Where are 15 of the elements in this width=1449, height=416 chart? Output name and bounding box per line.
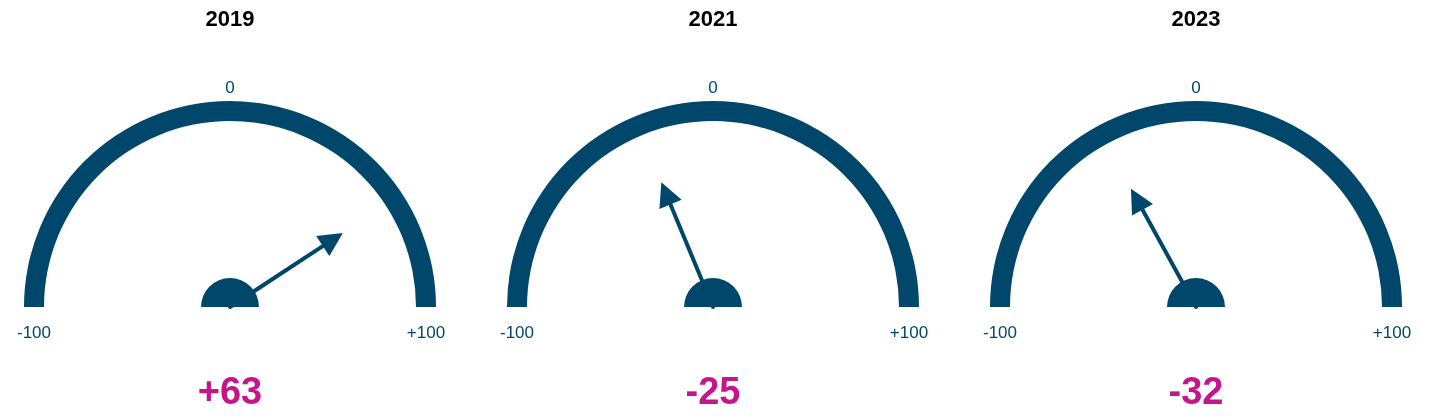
- data-label: -32: [1168, 370, 1224, 413]
- text: -100: [982, 322, 1018, 342]
- text: -100: [499, 322, 535, 342]
- text: 2023: [1171, 6, 1221, 32]
- text: +100: [1372, 322, 1412, 342]
- data-label: -25: [685, 370, 741, 413]
- text: -100: [16, 322, 52, 342]
- text: 2021: [688, 6, 738, 32]
- text: 0: [225, 77, 235, 97]
- text: 2019: [205, 6, 255, 32]
- text: +100: [406, 322, 446, 342]
- text: +100: [889, 322, 929, 342]
- data-label: +63: [197, 370, 263, 413]
- text: 0: [708, 77, 718, 97]
- text: 0: [1191, 77, 1201, 97]
